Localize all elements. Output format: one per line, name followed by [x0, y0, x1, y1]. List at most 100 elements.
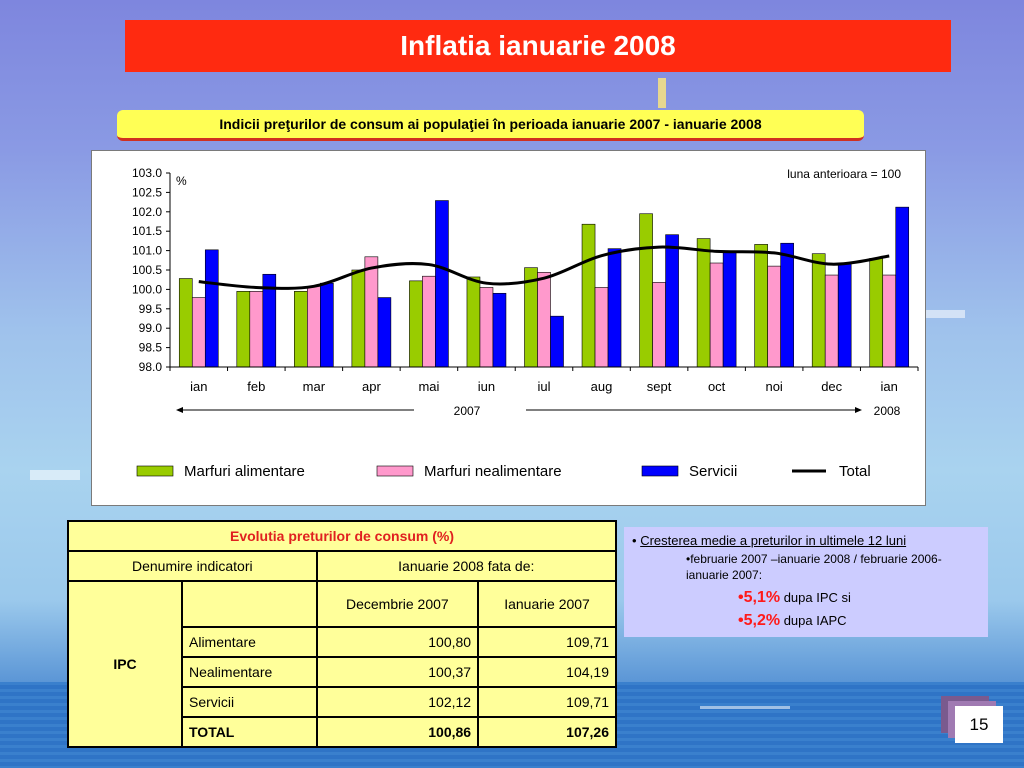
- bar-marfuri-alimentare: [466, 276, 481, 368]
- row-label: Nealimentare: [181, 656, 318, 688]
- background-decoration: [700, 706, 790, 709]
- category-label: iul: [537, 379, 550, 394]
- row-label: TOTAL: [181, 716, 318, 748]
- category-label: noi: [765, 379, 782, 394]
- bar-marfuri-nealimentare: [594, 287, 609, 368]
- row-dec-value: 100,86: [315, 716, 480, 748]
- table-row: TOTAL 100,86 107,26: [68, 716, 617, 748]
- year-label: 2008: [874, 404, 901, 418]
- row-dec-value: 100,37: [315, 656, 480, 688]
- info-headline-text: Cresterea medie a preturilor in ultimele…: [640, 533, 907, 548]
- legend-swatch: [136, 465, 174, 477]
- table-group-label: IPC: [67, 580, 183, 748]
- bar-marfuri-alimentare: [696, 238, 711, 368]
- bar-chart: 98.0 98.5 99.0 99.5 100.0 100.5 101.0 101.5 102.…: [132, 166, 919, 480]
- bar-servicii: [320, 282, 334, 368]
- base-note: luna anterioara = 100: [787, 167, 901, 181]
- row-dec-value: 100,80: [315, 626, 480, 658]
- info-iapc-line: •5,2% dupa IAPC: [738, 612, 847, 630]
- info-headline: • Cresterea medie a preturilor in ultime…: [632, 533, 906, 548]
- total-line: [198, 245, 890, 290]
- slide-title: Inflatia ianuarie 2008: [400, 30, 676, 61]
- y-tick-label: 102.0: [132, 205, 162, 219]
- table-title: Evolutia preturilor de consum (%): [67, 520, 617, 552]
- bar-servicii: [780, 242, 794, 368]
- row-ian-value: 104,19: [477, 656, 617, 688]
- unit-label: %: [176, 174, 187, 188]
- year-arrow-head: [855, 407, 862, 413]
- row-dec-value: 102,12: [315, 686, 480, 718]
- category-label: aug: [591, 379, 613, 394]
- row-ian-value: 109,71: [477, 626, 617, 658]
- bar-servicii: [492, 292, 507, 368]
- bar-marfuri-nealimentare: [882, 274, 897, 368]
- slide-title-bar: Inflatia ianuarie 2008: [125, 20, 951, 72]
- table-row: Servicii 102,12 109,71: [68, 686, 617, 718]
- legend-label: Marfuri alimentare: [184, 463, 305, 480]
- table-row: Nealimentare 100,37 104,19: [68, 656, 617, 688]
- bar-marfuri-alimentare: [869, 258, 884, 368]
- bar-marfuri-nealimentare: [364, 256, 379, 368]
- bar-marfuri-nealimentare: [537, 272, 551, 368]
- bar-marfuri-alimentare: [409, 280, 423, 368]
- row-label: Alimentare: [181, 626, 318, 658]
- year-arrow-head: [176, 407, 183, 413]
- bar-servicii: [895, 206, 910, 368]
- chart-header-bar: Indicii preţurilor de consum ai populaţi…: [117, 110, 864, 141]
- row-ian-value: 109,71: [477, 686, 617, 718]
- info-ipc-line: •5,1% dupa IPC si: [738, 589, 851, 607]
- bar-marfuri-alimentare: [178, 278, 193, 368]
- bar-marfuri-alimentare: [811, 253, 826, 368]
- row-ian-value: 107,26: [477, 716, 617, 748]
- bar-marfuri-nealimentare: [709, 262, 724, 368]
- y-tick-label: 100.0: [132, 282, 162, 296]
- bar-servicii: [550, 315, 564, 368]
- bar-marfuri-nealimentare: [422, 275, 436, 368]
- bar-servicii: [665, 234, 679, 368]
- background-decoration: [658, 78, 666, 108]
- category-label: ian: [190, 379, 207, 394]
- y-tick-label: 98.5: [139, 341, 163, 355]
- info-ipc-value: •5,1%: [738, 589, 781, 606]
- bar-marfuri-nealimentare: [824, 274, 839, 368]
- y-tick-label: 101.5: [132, 224, 162, 238]
- category-label: oct: [708, 379, 726, 394]
- legend-label: Marfuri nealimentare: [424, 463, 562, 480]
- y-tick-label: 100.5: [132, 263, 162, 277]
- table-subheader-ian: Ianuarie 2007: [477, 580, 617, 628]
- y-tick-label: 99.0: [139, 321, 163, 335]
- legend-swatch: [376, 465, 414, 477]
- chart-panel: 98.0 98.5 99.0 99.5 100.0 100.5 101.0 101.5 102.…: [91, 150, 926, 506]
- bar-servicii: [837, 263, 852, 368]
- category-label: mar: [303, 379, 326, 394]
- y-tick-label: 99.5: [139, 302, 163, 316]
- page-number-badge: 15: [941, 696, 1003, 743]
- info-bullet: •: [632, 533, 637, 548]
- table-subheader-dec: Decembrie 2007: [315, 580, 480, 628]
- row-label: Servicii: [181, 686, 318, 718]
- y-tick-label: 98.0: [139, 360, 163, 374]
- bar-marfuri-nealimentare: [652, 282, 666, 368]
- table-empty-cell: [181, 580, 318, 628]
- bar-servicii: [204, 249, 219, 368]
- year-label: 2007: [454, 404, 481, 418]
- info-iapc-label: dupa IAPC: [780, 613, 847, 628]
- bar-marfuri-nealimentare: [307, 285, 321, 368]
- info-ipc-label: dupa IPC si: [780, 590, 851, 605]
- background-decoration: [30, 470, 80, 480]
- info-box: • Cresterea medie a preturilor in ultime…: [624, 527, 988, 637]
- legend-label: Total: [839, 463, 871, 480]
- table-header-indicator: Denumire indicatori: [67, 550, 318, 582]
- info-period: •februarie 2007 –ianuarie 2008 / februar…: [686, 552, 942, 582]
- legend-label: Servicii: [689, 463, 737, 480]
- bar-servicii: [722, 251, 737, 368]
- bar-servicii: [435, 200, 449, 368]
- category-label: feb: [247, 379, 265, 394]
- bar-marfuri-nealimentare: [479, 287, 494, 368]
- info-iapc-value: •5,2%: [738, 612, 781, 629]
- price-evolution-table: Evolutia preturilor de consum (%) Denumi…: [67, 520, 618, 748]
- table-header-group: Ianuarie 2008 fata de:: [315, 550, 618, 582]
- background-decoration: [925, 310, 965, 318]
- table-row: Alimentare 100,80 109,71: [68, 626, 617, 658]
- category-label: dec: [821, 379, 842, 394]
